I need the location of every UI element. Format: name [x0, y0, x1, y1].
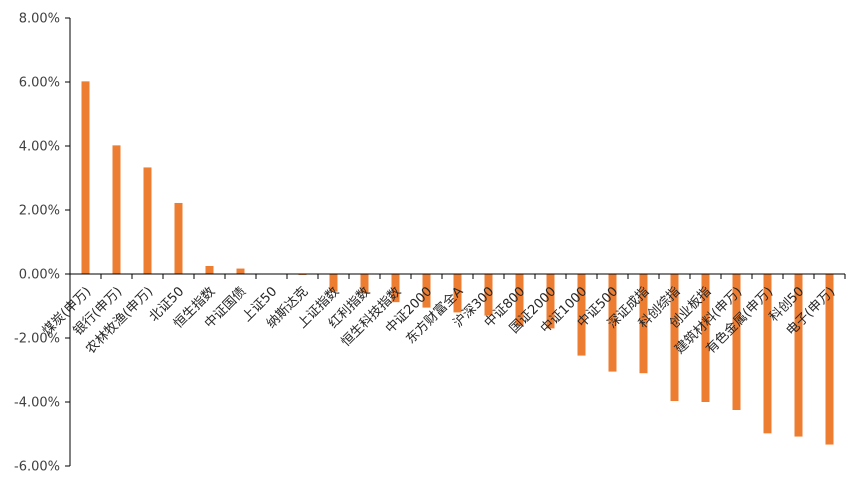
bars [81, 81, 834, 445]
bar [608, 274, 617, 372]
y-tick-label: -4.00% [14, 396, 60, 411]
bar [81, 81, 90, 274]
x-axis [69, 273, 846, 279]
bar [360, 274, 369, 294]
bar [825, 274, 834, 445]
y-tick-label: 8.00% [19, 12, 60, 27]
bar [112, 145, 121, 274]
y-tick-label: 2.00% [19, 204, 60, 219]
y-tick-label: -2.00% [14, 332, 60, 347]
bar [391, 274, 400, 303]
bar [732, 274, 741, 410]
y-tick-label: -6.00% [14, 460, 60, 475]
bar [515, 274, 524, 326]
y-tick-label: 6.00% [19, 76, 60, 91]
bar [794, 274, 803, 437]
bar [639, 274, 648, 374]
y-axis: -6.00% -4.00% -2.00% 0.00% 2.00% 4.00% 6.00% 8.… [14, 12, 71, 475]
bar [329, 274, 338, 292]
bar [577, 274, 586, 356]
bar [205, 266, 214, 274]
bar [701, 274, 710, 402]
bar [763, 274, 772, 434]
bar [236, 268, 245, 274]
bar [546, 274, 555, 329]
bar [484, 274, 493, 316]
y-tick-label: 0.00% [19, 268, 60, 283]
bar [422, 274, 431, 308]
bar [453, 274, 462, 313]
bar [670, 274, 679, 402]
bar [143, 167, 152, 274]
bar [174, 202, 183, 274]
y-tick-label: 4.00% [19, 140, 60, 155]
category-labels: 煤炭(申万)银行(申万)农林牧渔(申万)北证50恒生指数中证国债上证50纳斯达克… [40, 283, 839, 357]
